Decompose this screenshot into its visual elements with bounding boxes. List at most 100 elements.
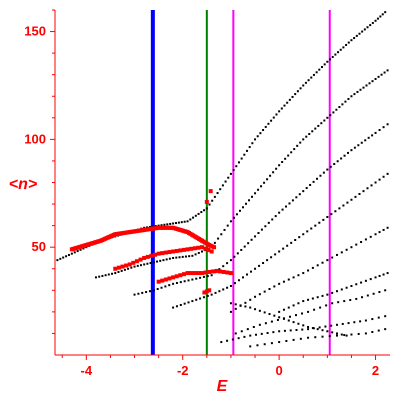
data-point [378, 231, 381, 234]
data-point [220, 341, 223, 344]
highlighted-data-point [212, 245, 217, 250]
data-point [203, 209, 206, 212]
data-point [283, 104, 286, 107]
data-point [374, 19, 377, 22]
data-point [172, 282, 175, 285]
data-point [335, 290, 338, 293]
data-point [364, 319, 367, 322]
data-point [56, 259, 59, 262]
data-point [366, 26, 369, 29]
highlighted-data-point [225, 270, 230, 275]
data-point [367, 136, 370, 139]
data-point [172, 306, 175, 309]
data-point [307, 310, 310, 313]
data-point [331, 331, 334, 334]
data-point [302, 233, 305, 236]
data-point [222, 265, 225, 268]
highlighted-data-point [200, 271, 205, 276]
data-point [314, 127, 317, 130]
data-point [315, 71, 318, 74]
data-point [188, 255, 191, 258]
data-point [343, 300, 346, 303]
data-point [330, 213, 333, 216]
data-point [76, 250, 79, 253]
data-point [363, 28, 366, 31]
data-point [217, 237, 220, 240]
data-point [293, 148, 296, 151]
data-point [310, 227, 313, 230]
data-point [281, 208, 284, 211]
data-point [353, 37, 356, 40]
data-point [269, 174, 272, 177]
data-point [208, 203, 211, 206]
data-point [338, 207, 341, 210]
data-point [289, 329, 292, 332]
data-point [347, 97, 350, 100]
data-point [267, 122, 270, 125]
data-point [304, 81, 307, 84]
data-point [378, 129, 381, 132]
data-point [214, 291, 217, 294]
data-point [278, 282, 281, 285]
highlighted-data-point [214, 268, 219, 273]
data-point [335, 253, 338, 256]
data-point [249, 345, 252, 348]
data-point [127, 267, 130, 270]
data-point [229, 172, 232, 175]
data-point [246, 149, 248, 152]
data-point [307, 325, 310, 328]
data-point [229, 259, 232, 262]
data-point [295, 196, 298, 199]
data-point [353, 93, 356, 96]
data-point [302, 190, 305, 193]
data-point [282, 308, 285, 311]
data-point [194, 253, 197, 256]
data-point [249, 298, 252, 301]
highlighted-data-point [208, 189, 213, 194]
data-point [226, 286, 229, 289]
data-point [136, 264, 139, 267]
data-point [360, 281, 363, 284]
highlighted-data-point [185, 271, 190, 276]
data-point [302, 324, 305, 327]
data-point [156, 260, 159, 263]
data-point [334, 210, 337, 213]
data-point [258, 309, 261, 312]
data-point [254, 192, 257, 195]
x-axis-title: E [217, 378, 229, 395]
tick-marks [50, 9, 377, 360]
data-point [226, 339, 229, 342]
data-point [326, 216, 329, 218]
data-point [288, 202, 291, 205]
data-point [172, 256, 175, 259]
data-point [163, 223, 166, 226]
data-point [187, 301, 190, 304]
highlighted-data-point [210, 269, 215, 274]
data-point [382, 175, 385, 178]
highlighted-data-point [228, 271, 233, 276]
data-point [357, 144, 360, 147]
data-point [216, 192, 219, 195]
highlighted-data-point [142, 255, 147, 260]
data-point [350, 198, 353, 201]
data-point [273, 285, 276, 288]
data-point [246, 328, 249, 331]
data-point [364, 238, 367, 241]
data-point [323, 63, 326, 66]
data-point [345, 43, 348, 46]
data-point [172, 222, 175, 225]
data-point [278, 330, 281, 333]
highlighted-data-point [207, 288, 212, 293]
data-point [263, 343, 266, 346]
highlighted-data-point [206, 248, 211, 253]
data-point [310, 76, 313, 79]
data-point [368, 82, 371, 85]
data-point [98, 275, 101, 278]
data-point [339, 48, 342, 51]
data-point [197, 212, 200, 215]
data-point [335, 108, 338, 111]
data-point [294, 93, 297, 96]
data-point [342, 204, 345, 207]
data-point [166, 223, 169, 226]
data-point [252, 325, 255, 328]
